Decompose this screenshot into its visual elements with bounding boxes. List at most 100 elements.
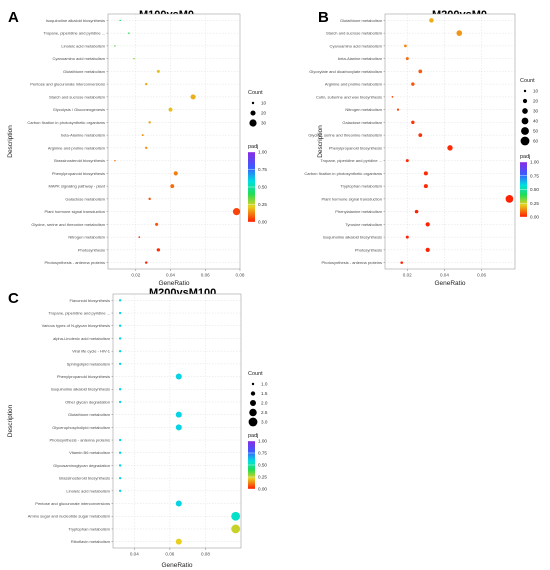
plot-area (384, 13, 516, 270)
term-label: Glycine, serine and threonine metabolism (308, 133, 382, 138)
x-tick-label: 0.06 (165, 552, 174, 557)
term-label: Nitrogen metabolism (345, 107, 382, 112)
count-legend-label: 30 (533, 109, 539, 114)
term-label: Various types of N-glycan biosynthesis (42, 323, 110, 328)
term-label: Glycosaminoglycan degradation (53, 463, 110, 468)
term-label: Photosynthesis - antenna proteins (322, 260, 382, 265)
data-point (175, 424, 182, 431)
data-point (118, 337, 122, 340)
term-label: Glutathione metabolism (63, 69, 106, 74)
term-label: Sphingolipid metabolism (67, 361, 111, 366)
count-legend-dot (248, 417, 258, 427)
count-legend-dot (520, 136, 530, 146)
term-label: Plant hormone signal transduction (45, 209, 105, 214)
data-point (118, 489, 122, 493)
data-point (231, 511, 241, 521)
term-label: Tyrosine metabolism (345, 222, 382, 227)
term-label: Starch and sucrose metabolism (326, 31, 383, 36)
term-label: Photosynthesis (355, 247, 382, 252)
padj-legend-label: 0.00 (258, 220, 267, 225)
term-label: MAPK signaling pathway - plant (49, 184, 106, 189)
data-point (156, 248, 161, 252)
term-label: Plant hormone signal transduction (322, 196, 382, 201)
term-label: Vitamin B6 metabolism (69, 450, 111, 455)
count-legend-title: Count (248, 371, 263, 377)
data-point (148, 121, 151, 124)
data-point (114, 45, 116, 47)
count-legend-label: 50 (533, 129, 539, 134)
data-point (145, 261, 148, 264)
padj-legend-label: 0.50 (530, 187, 539, 192)
padj-legend-title: padj (520, 154, 530, 160)
data-point (232, 208, 241, 216)
term-label: Carbon fixation in photosynthetic organi… (304, 171, 382, 176)
data-point (168, 107, 173, 112)
padj-legend-label: 1.00 (258, 150, 267, 155)
data-point (405, 159, 409, 163)
term-label: Arginine and proline metabolism (48, 145, 106, 150)
padj-legend-title: padj (248, 433, 258, 439)
data-point (423, 184, 428, 189)
term-label: Pentose and glucuronate interconversions (30, 82, 105, 87)
data-point (456, 30, 463, 36)
data-point (400, 261, 404, 264)
term-label: Tropane, piperidine and pyridine ... (320, 158, 382, 163)
panel-letter: B (318, 9, 329, 26)
term-label: Cutin, suberine and wax biosynthesis (316, 94, 382, 99)
term-label: Glycerophospholipid metabolism (52, 425, 110, 430)
data-point (425, 247, 430, 252)
term-label: Glyoxylate and dicarboxylate metabolism (309, 69, 382, 74)
padj-legend-label: 0.75 (258, 167, 267, 172)
term-label: Linoleic acid metabolism (66, 488, 110, 493)
term-label: beta-Alanine metabolism (61, 133, 106, 138)
term-label: Phenylpropanoid biosynthesis (52, 171, 105, 176)
data-point (404, 44, 407, 48)
term-label: Photosynthesis - antenna proteins (45, 260, 105, 265)
count-legend-label: 10 (533, 89, 539, 94)
count-legend-title: Count (520, 78, 535, 84)
x-tick-label: 0.02 (403, 273, 412, 278)
x-tick-label: 0.08 (236, 273, 245, 278)
padj-legend-label: 0.25 (258, 475, 267, 480)
data-point (118, 388, 122, 391)
term-label: Tryptophan metabolism (68, 526, 110, 531)
term-label: Amino sugar and nucleotide sugar metabol… (28, 514, 111, 519)
data-point (411, 120, 415, 125)
data-point (175, 411, 182, 418)
count-legend-dot (249, 408, 257, 417)
data-point (118, 362, 122, 366)
data-point (114, 159, 116, 162)
term-label: Nitrogen metabolism (68, 235, 105, 240)
count-legend-dot (249, 399, 257, 407)
data-point (425, 222, 430, 227)
term-label: Carbon fixation in photosynthetic organi… (27, 120, 105, 125)
term-label: Tropane, piperidine and pyridine ... (43, 31, 105, 36)
count-legend-label: 40 (533, 119, 539, 124)
x-tick-label: 0.08 (201, 552, 210, 557)
term-label: Photosynthesis - antenna proteins (50, 437, 110, 442)
term-label: Arginine and proline metabolism (325, 82, 383, 87)
count-legend-dot (250, 110, 256, 116)
data-point (118, 400, 122, 404)
count-legend-dot (251, 382, 255, 386)
data-point (396, 108, 400, 111)
count-legend-dot (521, 117, 529, 125)
data-point (175, 538, 182, 545)
panel-a: AM100vsM0Isoquinoline alkaloid biosynthe… (7, 9, 267, 287)
term-label: Cyanoamino acid metabolism (53, 56, 106, 61)
data-point (145, 146, 148, 150)
count-legend-dot (522, 108, 528, 114)
data-point (414, 209, 419, 214)
data-point (118, 349, 122, 353)
data-point (119, 19, 121, 22)
data-point (231, 524, 241, 534)
term-label: Other glycan degradation (65, 399, 110, 404)
term-label: Starch and sucrose metabolism (49, 94, 106, 99)
term-label: Pentose and glucuronate interconversions (35, 501, 110, 506)
y-axis-title: Description (7, 125, 14, 158)
data-point (118, 476, 122, 480)
count-legend-label: 30 (261, 121, 267, 126)
